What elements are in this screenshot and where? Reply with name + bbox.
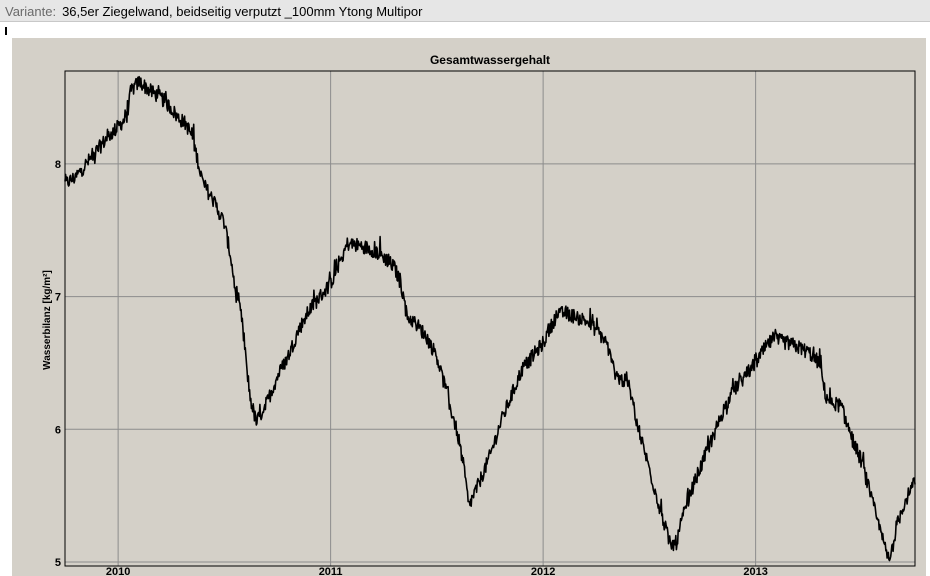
y-axis-label: Wasserbilanz [kg/m²] [42, 270, 53, 370]
x-tick-label: 2010 [106, 566, 130, 576]
x-tick-label: 2013 [743, 566, 767, 576]
x-tick-labels: 2010 2011 2012 2013 [106, 566, 768, 576]
variant-bar: Variante: 36,5er Ziegelwand, beidseitig v… [0, 0, 930, 22]
variant-value: 36,5er Ziegelwand, beidseitig verputzt _… [62, 4, 423, 19]
plot-frame [64, 70, 916, 567]
grid [65, 71, 915, 566]
variant-label: Variante: [5, 4, 57, 19]
y-tick-label: 7 [55, 292, 61, 304]
y-tick-label: 6 [55, 424, 61, 436]
left-marker [5, 27, 7, 35]
series-layer [64, 75, 916, 562]
x-tick-label: 2011 [319, 566, 343, 576]
y-tick-label: 5 [55, 557, 61, 569]
y-tick-labels: 5 6 7 8 [55, 159, 61, 569]
y-tick-label: 8 [55, 159, 61, 171]
chart-title: Gesamtwassergehalt [430, 53, 550, 67]
x-tick-label: 2012 [531, 566, 555, 576]
series-line [64, 75, 916, 562]
chart-panel [12, 38, 926, 576]
